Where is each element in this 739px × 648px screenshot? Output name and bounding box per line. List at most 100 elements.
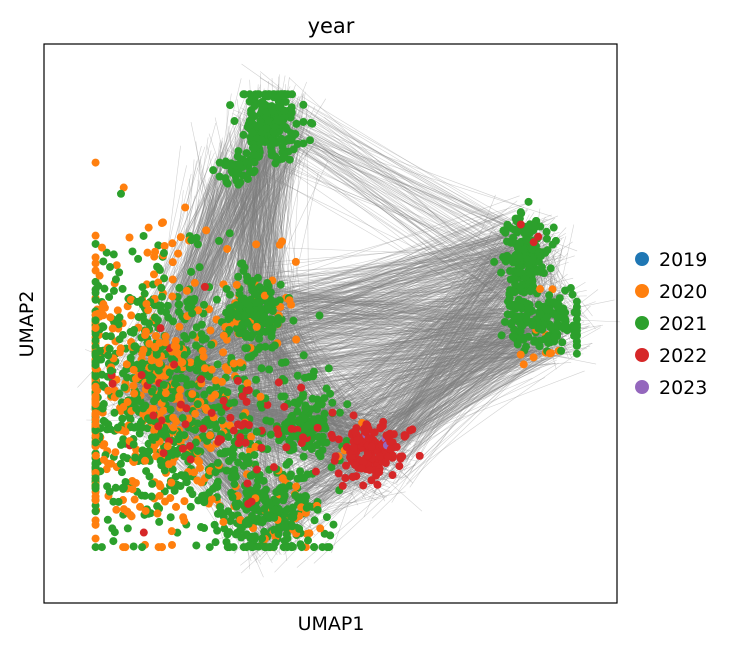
graph-edge bbox=[380, 251, 512, 468]
data-point-2021 bbox=[132, 404, 141, 413]
data-point-2021 bbox=[118, 284, 127, 293]
graph-edge bbox=[371, 255, 533, 463]
graph-edge bbox=[343, 251, 512, 441]
graph-edge bbox=[266, 107, 519, 280]
graph-edge bbox=[284, 306, 353, 455]
graph-edge bbox=[176, 154, 252, 383]
data-point-2021 bbox=[282, 125, 291, 134]
data-point-2020 bbox=[223, 244, 232, 253]
graph-edge bbox=[277, 323, 306, 398]
data-point-2021 bbox=[257, 364, 266, 373]
graph-edge bbox=[350, 252, 518, 402]
data-point-2021 bbox=[98, 322, 107, 331]
graph-edge bbox=[150, 151, 297, 365]
graph-edge bbox=[328, 347, 544, 411]
graph-edge bbox=[399, 278, 489, 426]
graph-edge bbox=[363, 251, 515, 464]
graph-edge bbox=[288, 312, 329, 410]
graph-edge bbox=[360, 237, 522, 456]
graph-edge bbox=[208, 110, 253, 332]
graph-edge bbox=[94, 167, 223, 387]
graph-edge bbox=[245, 151, 255, 321]
data-point-2021 bbox=[116, 189, 125, 198]
data-point-2021 bbox=[155, 517, 164, 526]
data-point-2021 bbox=[128, 247, 137, 256]
graph-edge bbox=[290, 103, 303, 317]
graph-edge bbox=[353, 230, 511, 453]
data-point-2021 bbox=[299, 351, 308, 360]
data-point-2021 bbox=[261, 90, 269, 99]
data-point-2021 bbox=[265, 365, 274, 374]
graph-edge bbox=[229, 116, 252, 307]
data-point-2021 bbox=[192, 541, 201, 550]
graph-edge bbox=[376, 272, 502, 442]
data-point-2021 bbox=[123, 524, 132, 533]
graph-edge bbox=[243, 152, 304, 271]
graph-edge bbox=[170, 395, 238, 498]
data-point-2020 bbox=[167, 527, 176, 536]
graph-edge bbox=[204, 395, 375, 399]
graph-edge bbox=[143, 151, 239, 370]
data-point-2021 bbox=[151, 313, 160, 322]
data-point-2020 bbox=[107, 459, 116, 468]
graph-edge bbox=[380, 240, 510, 465]
graph-edge bbox=[384, 212, 535, 442]
graph-edge bbox=[271, 476, 380, 507]
graph-edge bbox=[385, 235, 515, 447]
graph-edge bbox=[353, 225, 529, 432]
graph-edge bbox=[258, 142, 272, 282]
graph-edge bbox=[173, 372, 367, 430]
data-point-2021 bbox=[508, 237, 517, 246]
data-point-2021 bbox=[230, 480, 239, 489]
graph-edge bbox=[143, 98, 261, 379]
data-point-2020 bbox=[516, 350, 525, 359]
graph-edge bbox=[369, 236, 517, 433]
graph-edge bbox=[363, 257, 500, 449]
graph-edge bbox=[397, 250, 499, 423]
data-point-2021 bbox=[230, 470, 239, 479]
graph-edge bbox=[163, 157, 251, 356]
graph-edge bbox=[219, 139, 224, 305]
graph-edge bbox=[271, 117, 302, 300]
graph-edge bbox=[238, 140, 291, 320]
graph-edge bbox=[152, 166, 249, 402]
data-point-2020 bbox=[91, 534, 100, 543]
data-point-2021 bbox=[147, 492, 156, 501]
data-point-2020 bbox=[529, 353, 538, 362]
data-point-2021 bbox=[213, 477, 222, 486]
graph-edge bbox=[166, 170, 220, 415]
graph-edge bbox=[147, 177, 247, 400]
data-point-2021 bbox=[236, 178, 245, 187]
graph-edge bbox=[181, 171, 241, 416]
graph-edge bbox=[161, 156, 217, 371]
graph-edge bbox=[400, 342, 593, 480]
data-point-2021 bbox=[252, 427, 261, 436]
data-point-2020 bbox=[252, 240, 261, 249]
data-point-2020 bbox=[188, 389, 197, 398]
graph-edge bbox=[373, 259, 491, 426]
graph-edge bbox=[360, 263, 526, 445]
graph-edge bbox=[327, 491, 406, 508]
graph-edge bbox=[163, 91, 257, 385]
graph-edge bbox=[182, 365, 392, 415]
graph-edge bbox=[344, 257, 514, 433]
data-point-2020 bbox=[175, 322, 184, 331]
graph-edge bbox=[225, 101, 228, 308]
graph-edge bbox=[364, 206, 524, 436]
data-point-2021 bbox=[548, 240, 557, 249]
data-point-2021 bbox=[305, 372, 314, 381]
data-point-2021 bbox=[115, 335, 124, 344]
graph-edge bbox=[142, 127, 292, 411]
data-point-2021 bbox=[542, 234, 551, 243]
data-point-2021 bbox=[113, 423, 122, 432]
graph-edge bbox=[280, 294, 334, 403]
data-point-2021 bbox=[225, 229, 234, 238]
graph-edge bbox=[372, 266, 523, 446]
graph-edge bbox=[212, 268, 288, 415]
graph-edge bbox=[157, 123, 304, 384]
data-point-2020 bbox=[168, 239, 177, 248]
graph-edge bbox=[144, 134, 244, 361]
graph-edge bbox=[256, 412, 346, 492]
graph-edge bbox=[376, 331, 572, 460]
graph-edge bbox=[375, 285, 522, 434]
